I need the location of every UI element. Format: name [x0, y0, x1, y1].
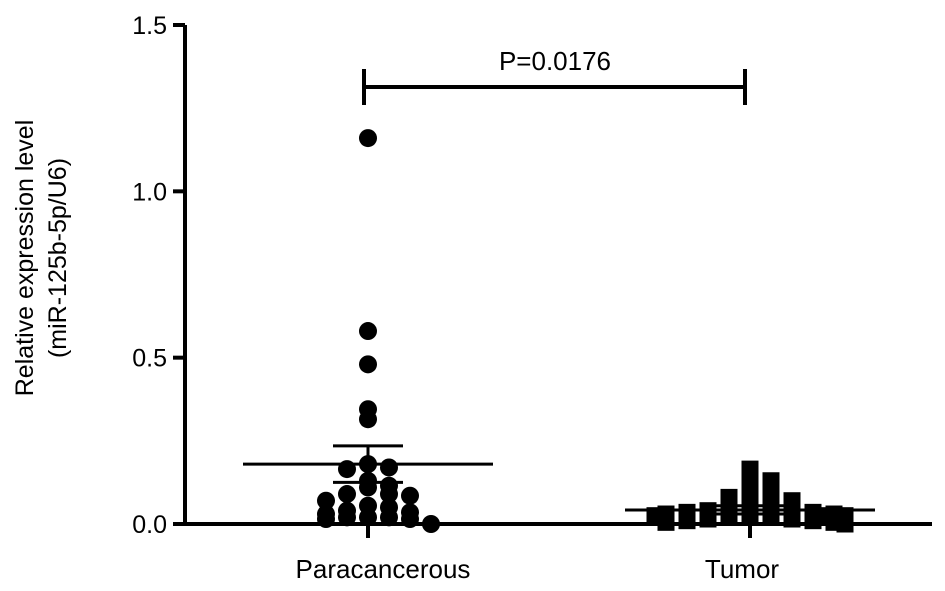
y-axis-label-line-1: Relative expression level: [11, 120, 39, 397]
data-point-circle: [359, 355, 377, 374]
data-point-circle: [359, 508, 377, 527]
data-point-square: [741, 480, 759, 498]
x-axis: Paracancerous Tumor: [183, 522, 932, 584]
y-tick-label: 1.5: [132, 12, 167, 40]
data-point-circle: [359, 410, 377, 429]
data-point-circle: [359, 129, 377, 148]
data-point-circle: [422, 515, 440, 533]
data-point-circle: [338, 508, 356, 527]
data-point-square: [783, 510, 801, 528]
data-point-square: [699, 510, 717, 528]
y-axis-label: Relative expression level (miR-125b-5p/U…: [11, 120, 72, 397]
data-point-square: [678, 512, 696, 530]
data-point-circle: [317, 491, 335, 510]
x-category-label: Tumor: [705, 554, 779, 584]
data-point-square: [741, 467, 759, 485]
mean-sem-bars: [243, 444, 875, 516]
y-tick-label: 0.5: [132, 345, 167, 373]
y-tick-label: 1.0: [132, 178, 167, 206]
data-point-circle: [380, 485, 398, 504]
data-points: [317, 129, 854, 533]
significance-annotation: P=0.0176: [362, 46, 747, 105]
y-axis: 0.0 0.5 1.0 1.5: [132, 12, 187, 539]
y-axis-label-line-2: (miR-125b-5p/U6): [44, 158, 72, 358]
data-point-circle: [401, 486, 419, 505]
data-point-square: [762, 485, 780, 503]
data-point-square: [657, 513, 675, 531]
data-point-circle: [338, 485, 356, 504]
p-value-label: P=0.0176: [499, 46, 611, 76]
data-point-square: [804, 512, 822, 530]
data-point-circle: [380, 508, 398, 527]
data-point-square: [762, 472, 780, 490]
data-point-circle: [401, 510, 419, 529]
y-tick-label: 0.0: [132, 511, 167, 539]
x-category-label: Paracancerous: [296, 554, 471, 584]
data-point-circle: [380, 458, 398, 477]
data-point-circle: [317, 510, 335, 529]
data-point-square: [836, 515, 854, 533]
data-point-circle: [359, 322, 377, 341]
